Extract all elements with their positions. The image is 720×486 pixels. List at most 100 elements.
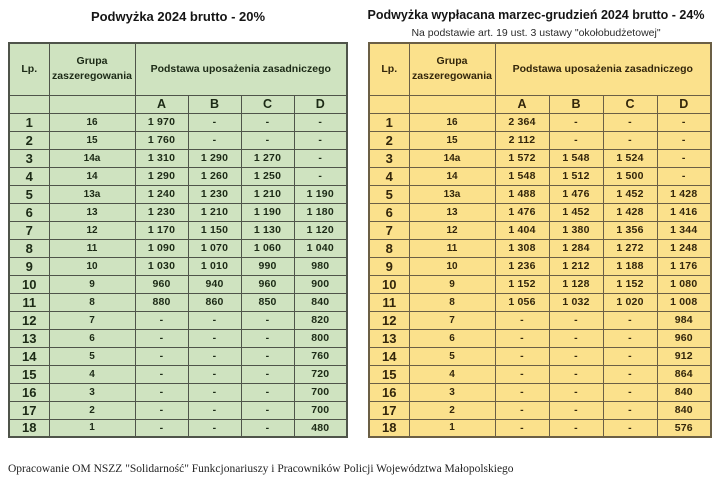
col-header-b: B [548,94,604,114]
group-cell: 16 [408,112,496,132]
value-cell: 1 500 [602,166,658,186]
value-cell: - [240,364,295,384]
value-cell: 480 [293,418,348,438]
value-cell: - [548,328,604,348]
value-cell: - [240,346,295,366]
group-cell: 8 [48,292,136,312]
value-cell: 1 452 [548,202,604,222]
value-cell: - [602,112,658,132]
value-cell: 1 428 [602,202,658,222]
group-cell: 7 [408,310,496,330]
row-number-cell: 18 [8,418,50,438]
table-row: 5 13a 1 240 1 230 1 210 1 190 [8,184,348,204]
value-cell: 1 212 [548,256,604,276]
header-row: Lp. Grupa zaszeregowania Podstawa uposaż… [8,42,348,96]
group-cell: 3 [48,382,136,402]
group-cell: 15 [408,130,496,150]
value-cell: 1 008 [656,292,712,312]
group-cell: 2 [408,400,496,420]
value-cell: - [293,130,348,150]
value-cell: 1 548 [548,148,604,168]
table-row: 6 13 1 230 1 210 1 190 1 180 [8,202,348,222]
value-cell: - [187,328,242,348]
group-cell: 5 [408,346,496,366]
row-number-cell: 12 [8,310,50,330]
col-header-c: C [240,94,295,114]
value-cell: - [187,310,242,330]
col-header-empty [48,94,136,114]
value-cell: 900 [293,274,348,294]
row-number-cell: 2 [368,130,410,150]
col-header-lp: Lp. [368,42,410,96]
value-cell: 2 364 [494,112,550,132]
group-cell: 14 [48,166,136,186]
table-row: 12 7- - -984 [368,310,712,330]
value-cell: - [293,166,348,186]
value-cell: 1 270 [240,148,295,168]
table-row: 4 14 1 548 1 512 1 500- [368,166,712,186]
group-cell: 1 [48,418,136,438]
row-number-cell: 5 [368,184,410,204]
col-header-d: D [293,94,348,114]
group-cell: 11 [48,238,136,258]
group-cell: 6 [48,328,136,348]
value-cell: 1 130 [240,220,295,240]
value-cell: 980 [293,256,348,276]
table-row: 12 7- - -820 [8,310,348,330]
value-cell: 1 970 [134,112,189,132]
value-cell: - [494,400,550,420]
col-header-group: Grupa zaszeregowania [408,42,496,96]
right-table-title: Podwyżka wypłacana marzec-grudzień 2024 … [367,8,705,22]
value-cell: 1 452 [602,184,658,204]
value-cell: - [187,382,242,402]
col-header-group: Grupa zaszeregowania [48,42,136,96]
table-row: 7 12 1 404 1 380 1 356 1 344 [368,220,712,240]
row-number-cell: 2 [8,130,50,150]
value-cell: - [656,166,712,186]
table-row: 8 11 1 308 1 284 1 272 1 248 [368,238,712,258]
value-cell: 800 [293,328,348,348]
value-cell: - [494,346,550,366]
value-cell: - [656,112,712,132]
value-cell: 1 512 [548,166,604,186]
value-cell: 1 090 [134,238,189,258]
value-cell: - [240,400,295,420]
value-cell: - [602,382,658,402]
value-cell: - [548,400,604,420]
value-cell: 1 070 [187,238,242,258]
table-row: 4 14 1 290 1 260 1 250- [8,166,348,186]
table-row: 11 8 1 056 1 032 1 020 1 008 [368,292,712,312]
row-number-cell: 9 [8,256,50,276]
row-number-cell: 15 [368,364,410,384]
value-cell: 1 356 [602,220,658,240]
table-row: 9 10 1 030 1 010 990 980 [8,256,348,276]
col-header-a: A [134,94,189,114]
value-cell: 1 190 [293,184,348,204]
value-cell: - [548,112,604,132]
value-cell: 1 180 [293,202,348,222]
value-cell: - [240,130,295,150]
value-cell: 912 [656,346,712,366]
value-cell: 1 272 [602,238,658,258]
value-cell: 1 310 [134,148,189,168]
value-cell: 1 476 [494,202,550,222]
col-header-a: A [494,94,550,114]
value-cell: - [134,364,189,384]
value-cell: 1 260 [187,166,242,186]
group-cell: 12 [48,220,136,240]
value-cell: 1 230 [187,184,242,204]
row-number-cell: 10 [368,274,410,294]
row-number-cell: 1 [8,112,50,132]
row-number-cell: 7 [368,220,410,240]
value-cell: 864 [656,364,712,384]
row-number-cell: 1 [368,112,410,132]
value-cell: - [187,112,242,132]
table-row: 15 4- - -720 [8,364,348,384]
group-cell: 15 [48,130,136,150]
value-cell: 1 032 [548,292,604,312]
value-cell: 960 [240,274,295,294]
value-cell: 1 128 [548,274,604,294]
row-number-cell: 16 [8,382,50,402]
table-row: 11 8 880 860 850 840 [8,292,348,312]
group-cell: 3 [408,382,496,402]
